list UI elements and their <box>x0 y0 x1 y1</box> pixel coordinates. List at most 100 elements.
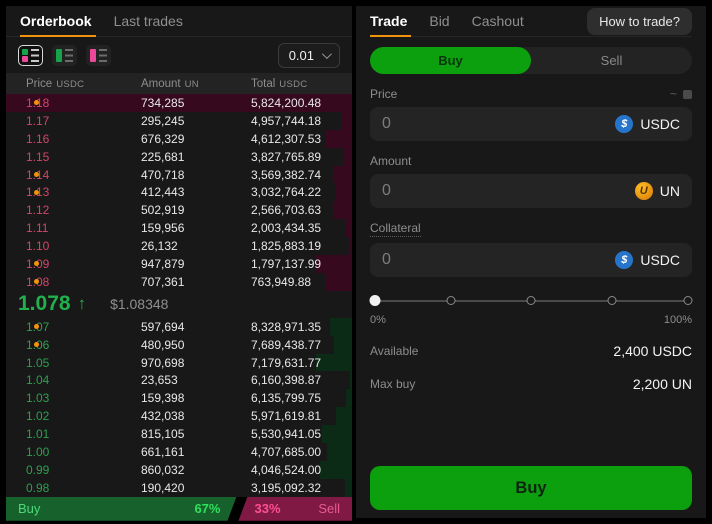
combined-column-icon <box>22 48 28 62</box>
slider-stop-25[interactable] <box>446 296 455 305</box>
order-price: 1.05 <box>26 355 50 370</box>
tab-trade[interactable]: Trade <box>370 6 412 37</box>
tab-bid[interactable]: Bid <box>429 13 450 29</box>
collateral-asset-label: USDC <box>640 252 680 268</box>
orderbook-row[interactable]: 1.09947,879 1,797,137.99 <box>6 255 352 273</box>
sell-toggle[interactable]: Sell <box>600 53 623 68</box>
order-total: 3,032,764.22 <box>251 185 322 200</box>
how-to-trade-button[interactable]: How to trade? <box>587 7 692 35</box>
bids-column-icon <box>56 48 62 62</box>
orderbook-row[interactable]: 0.99 860,032 4,046,524.00 <box>6 460 352 479</box>
collateral-placeholder: 0 <box>382 251 391 268</box>
order-price: 1.02 <box>26 409 50 424</box>
depth-bar <box>320 460 352 479</box>
order-price: 0.99 <box>26 462 50 477</box>
order-price: 1.00 <box>26 444 50 459</box>
orderbook-row[interactable]: 1.03 159,398 6,135,799.75 <box>6 389 352 408</box>
mid-price-usd: $1.08348 <box>110 296 169 313</box>
collateral-percent-slider[interactable] <box>369 295 693 307</box>
order-amount: 159,398 <box>141 391 185 406</box>
order-total: 7,179,631.77 <box>251 355 322 370</box>
chevron-down-icon <box>321 48 332 59</box>
depth-bar <box>322 425 352 444</box>
tick-size-dropdown[interactable]: 0.01 <box>277 42 340 68</box>
view-bids-only-icon[interactable] <box>52 44 77 66</box>
buy-sell-ratio-bar: Buy 67% 33% Sell <box>6 496 352 521</box>
depth-bar <box>343 147 352 166</box>
usdc-icon <box>615 251 634 269</box>
view-combined-icon[interactable] <box>18 44 43 66</box>
un-icon <box>634 182 653 200</box>
col-total-header: Total USDC <box>251 77 308 90</box>
order-amount: 676,329 <box>141 131 185 146</box>
orderbook-row[interactable]: 1.02 432,038 5,971,619.81 <box>6 407 352 426</box>
order-amount: 860,032 <box>141 462 185 477</box>
price-settings-icon[interactable] <box>683 89 692 99</box>
order-total: 6,135,799.75 <box>251 391 322 406</box>
tab-cashout[interactable]: Cashout <box>471 13 524 29</box>
order-price: 1.11 <box>26 221 49 236</box>
order-total: 2,566,703.63 <box>251 203 322 218</box>
orderbook-row[interactable]: 1.15 225,681 3,827,765.89 <box>6 147 352 166</box>
order-total: 1,797,137.99 <box>251 256 322 271</box>
slider-thumb[interactable] <box>369 295 381 306</box>
order-price: 1.04 <box>26 373 50 388</box>
my-order-dot-icon <box>34 342 39 348</box>
order-amount: 159,956 <box>141 221 185 236</box>
order-total: 3,569,382.74 <box>251 167 322 182</box>
depth-bar <box>336 183 352 202</box>
order-price: 1.09 <box>26 257 141 271</box>
orderbook-row[interactable]: 1.14470,718 3,569,382.74 <box>6 165 352 184</box>
slider-stop-50[interactable] <box>526 296 536 305</box>
my-order-dot-icon <box>34 172 39 177</box>
orderbook-row[interactable]: 1.18734,285 5,824,200.48 <box>6 94 352 112</box>
price-approx-icon[interactable]: ~ <box>669 87 677 101</box>
depth-bar <box>325 272 352 291</box>
price-label: Price ~ <box>370 87 692 101</box>
orderbook-row[interactable]: 1.04 23,653 6,160,398.87 <box>6 371 352 390</box>
tab-last-trades[interactable]: Last trades <box>113 13 183 29</box>
order-price: 1.10 <box>26 239 50 254</box>
collateral-input[interactable]: 0 USDC <box>370 243 692 277</box>
orderbook-row[interactable]: 1.06480,950 7,689,438.77 <box>6 335 352 354</box>
slider-max-label: 100% <box>663 314 692 326</box>
slider-stop-100[interactable] <box>683 296 693 305</box>
order-price: 1.13 <box>26 185 141 199</box>
orderbook-row[interactable]: 1.10 26,132 1,825,883.19 <box>6 237 352 256</box>
price-input[interactable]: 0 USDC <box>370 107 692 141</box>
tab-orderbook[interactable]: Orderbook <box>20 6 96 37</box>
depth-bar <box>6 94 352 112</box>
order-total: 4,612,307.53 <box>251 131 322 146</box>
orderbook-row[interactable]: 1.01 815,105 5,530,941.05 <box>6 425 352 444</box>
max-buy-value: 2,200 UN <box>632 376 692 392</box>
buy-toggle[interactable]: Buy <box>370 47 531 74</box>
my-order-dot-icon <box>34 189 39 195</box>
orderbook-row[interactable]: 1.05 970,698 7,179,631.77 <box>6 353 352 372</box>
orderbook-row[interactable]: 1.08707,361 763,949.88 <box>6 272 352 291</box>
buy-submit-button[interactable]: Buy <box>370 466 692 510</box>
order-amount: 190,420 <box>141 480 185 495</box>
orderbook-row[interactable]: 0.98 190,420 3,195,092.32 <box>6 478 352 497</box>
orderbook-row[interactable]: 1.12 502,919 2,566,703.63 <box>6 201 352 220</box>
order-amount: 23,653 <box>141 373 178 388</box>
order-total: 7,689,438.77 <box>251 337 322 352</box>
depth-bar <box>345 478 352 497</box>
order-amount: 661,161 <box>141 444 185 459</box>
orderbook-row[interactable]: 1.00 661,161 4,707,685.00 <box>6 443 352 461</box>
amount-asset-label: UN <box>659 183 680 199</box>
slider-stop-75[interactable] <box>607 296 616 305</box>
amount-input[interactable]: 0 UN <box>370 174 692 208</box>
orderbook-row[interactable]: 1.16 676,329 4,612,307.53 <box>6 129 352 148</box>
orderbook-row[interactable]: 1.17 295,245 4,957,744.18 <box>6 111 352 130</box>
depth-bar <box>316 255 352 273</box>
orderbook-row[interactable]: 1.07597,694 8,328,971.35 <box>6 317 352 336</box>
orderbook-row[interactable]: 1.11 159,956 2,003,434.35 <box>6 219 352 238</box>
order-price: 1.16 <box>26 131 50 146</box>
orderbook-row[interactable]: 1.13412,443 3,032,764.22 <box>6 183 352 202</box>
view-asks-only-icon[interactable] <box>86 44 111 66</box>
amount-label: Amount <box>370 154 412 168</box>
max-buy-row: Max buy 2,200 UN <box>370 376 692 392</box>
orderbook-toolbar: 0.01 <box>6 37 352 73</box>
order-price: 1.06 <box>26 338 141 352</box>
trade-tabs: Trade Bid Cashout How to trade? <box>370 6 692 37</box>
